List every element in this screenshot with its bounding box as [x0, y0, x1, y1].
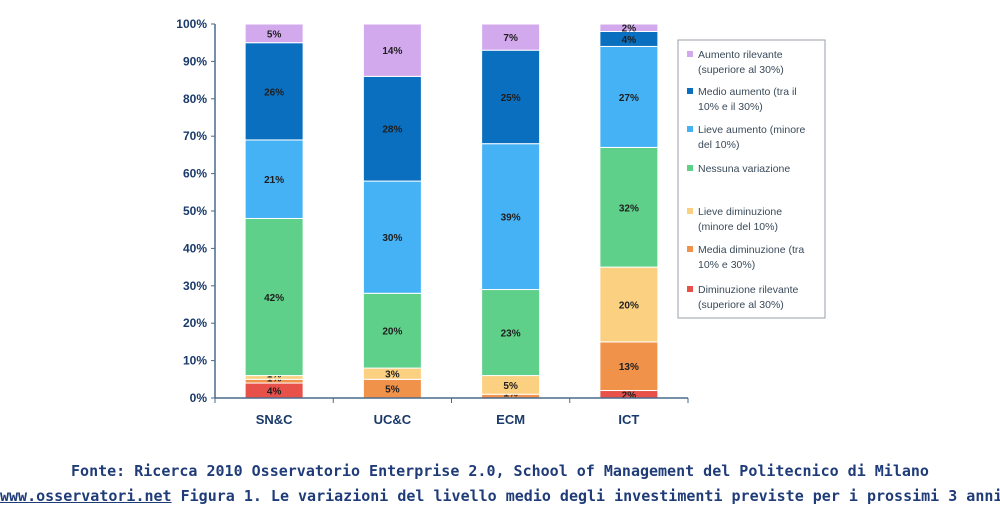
- bar-segment: [599, 266, 659, 343]
- y-tick-label: 70%: [183, 129, 207, 143]
- bar-segment: [481, 49, 541, 145]
- legend-swatch: [687, 51, 693, 57]
- figure-title: Figura 1. Le variazioni del livello medi…: [171, 487, 1000, 505]
- legend-label: Media diminuzione (tra: [698, 244, 804, 256]
- x-tick-label: ECM: [496, 412, 525, 427]
- y-tick-label: 60%: [183, 167, 207, 181]
- data-label: 25%: [501, 93, 521, 104]
- bar-segment: [481, 23, 541, 51]
- legend-swatch: [687, 126, 693, 132]
- bar-segment: [599, 146, 659, 268]
- data-label: 5%: [267, 29, 282, 40]
- data-label: 4%: [622, 35, 637, 46]
- data-label: 30%: [382, 233, 402, 244]
- y-tick-label: 30%: [183, 279, 207, 293]
- data-label: 23%: [501, 329, 521, 340]
- bar-segment: [244, 23, 304, 44]
- bar-segment: [481, 289, 541, 377]
- x-tick-label: UC&C: [374, 412, 412, 427]
- data-label: 4%: [267, 387, 282, 398]
- legend-swatch: [687, 246, 693, 252]
- plot-area: 0%10%20%30%40%50%60%70%80%90%100%4%1%1%4…: [176, 17, 689, 427]
- data-label: 5%: [385, 385, 400, 396]
- data-label: 14%: [382, 46, 402, 57]
- legend-label: Medio aumento (tra il: [698, 86, 797, 98]
- data-label: 27%: [619, 93, 639, 104]
- y-tick-label: 20%: [183, 316, 207, 330]
- bar-segment: [599, 341, 659, 392]
- y-tick-label: 50%: [183, 204, 207, 218]
- data-label: 20%: [382, 327, 402, 338]
- legend-label: Aumento rilevante: [698, 49, 783, 61]
- y-tick-label: 40%: [183, 241, 207, 255]
- legend-label: Nessuna variazione: [698, 163, 790, 175]
- y-tick-label: 0%: [190, 391, 208, 405]
- legend-swatch: [687, 208, 693, 214]
- x-tick-label: ICT: [618, 412, 639, 427]
- x-tick-label: SN&C: [256, 412, 293, 427]
- bar-segment: [599, 23, 659, 32]
- data-label: 13%: [619, 362, 639, 373]
- osservatori-link[interactable]: www.osservatori.net: [0, 487, 172, 505]
- data-label: 39%: [501, 213, 521, 224]
- legend-swatch: [687, 88, 693, 94]
- legend-label: Lieve diminuzione: [698, 206, 782, 218]
- bar-segment: [599, 45, 659, 148]
- legend-label: 10% e 30%): [698, 259, 755, 271]
- y-tick-label: 90%: [183, 54, 207, 68]
- legend-label: Diminuzione rilevante: [698, 284, 799, 296]
- legend-label: del 10%): [698, 139, 739, 151]
- legend-box: [677, 39, 826, 319]
- data-label: 2%: [622, 390, 637, 401]
- bar-segment: [362, 75, 422, 182]
- data-label: 2%: [622, 24, 637, 35]
- legend-swatch: [687, 286, 693, 292]
- y-tick-label: 100%: [176, 17, 207, 31]
- caption-source: Fonte: Ricerca 2010 Osservatorio Enterpr…: [71, 462, 929, 480]
- data-label: 26%: [264, 87, 284, 98]
- legend-label: (superiore al 30%): [698, 64, 784, 76]
- data-label: 7%: [503, 33, 518, 44]
- data-label: 21%: [264, 175, 284, 186]
- legend-label: (superiore al 30%): [698, 299, 784, 311]
- data-label: 3%: [385, 370, 400, 381]
- stacked-bar-chart: 0%10%20%30%40%50%60%70%80%90%100%4%1%1%4…: [176, 17, 826, 427]
- legend: Aumento rilevante (superiore al 30%) Medio…: [677, 39, 826, 319]
- legend-label: (minore del 10%): [698, 221, 778, 233]
- bar-segment: [362, 180, 422, 294]
- legend-label: 10% e il 30%): [698, 101, 763, 113]
- y-tick-label: 80%: [183, 92, 207, 106]
- legend-swatch: [687, 165, 693, 171]
- data-label: 28%: [382, 125, 402, 136]
- bar-segment: [362, 23, 422, 77]
- caption-figure: www.osservatori.net Figura 1. Le variazi…: [0, 487, 1000, 505]
- data-label: 32%: [619, 203, 639, 214]
- data-label: 5%: [503, 381, 518, 392]
- bar-segment: [362, 292, 422, 369]
- data-label: 20%: [619, 301, 639, 312]
- data-label: 42%: [264, 293, 284, 304]
- y-tick-label: 10%: [183, 354, 207, 368]
- legend-label: Lieve aumento (minore: [698, 124, 806, 136]
